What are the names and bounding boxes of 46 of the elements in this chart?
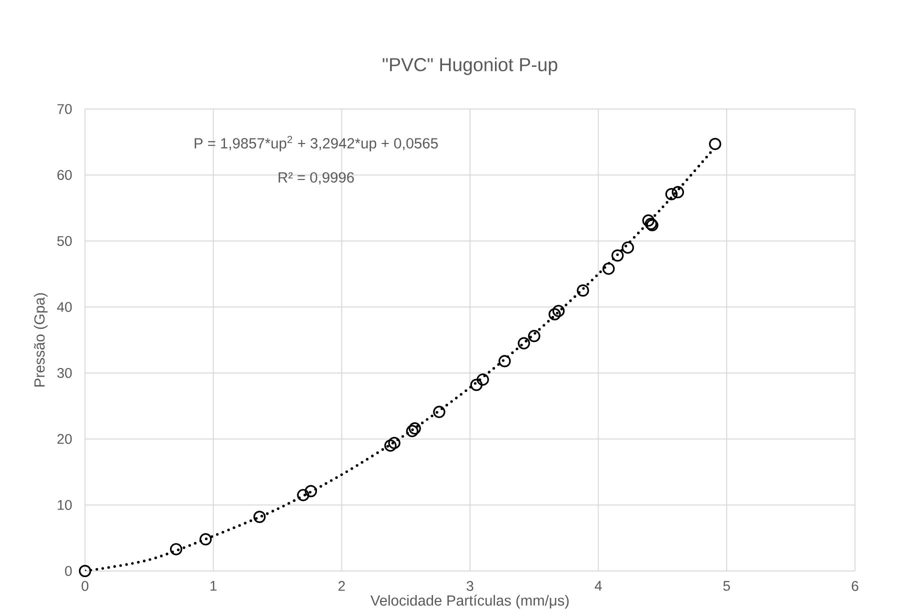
y-tick-label: 10 [58, 500, 72, 510]
point [470, 378, 483, 392]
y-tick-label: 20 [57, 434, 72, 444]
point [200, 533, 212, 546]
x-tick-label: 6 [852, 581, 858, 591]
y-tick-label: 70 [57, 104, 72, 114]
point [388, 436, 400, 450]
point [602, 262, 615, 275]
annotation: R² = 0,9996 [278, 172, 354, 184]
point [611, 249, 624, 262]
point [408, 422, 421, 435]
point [253, 510, 266, 523]
point [528, 330, 540, 342]
x-tick-label: 1 [210, 581, 217, 591]
x-tick-label: 3 [466, 581, 474, 591]
point [78, 564, 92, 578]
y-tick-label: 60 [57, 170, 72, 180]
chart-title: "PVC" Hugoniot P-up [382, 58, 558, 75]
point [708, 138, 722, 150]
point [665, 188, 678, 200]
x-tick-label: 4 [594, 581, 602, 591]
x-axis-title: Velocidade Partículas (mm/μs) [370, 594, 569, 609]
x-tick-label: 5 [723, 581, 730, 591]
y-tick-label: 30 [57, 368, 72, 378]
x-tick-label: 0 [82, 581, 88, 591]
point [384, 439, 397, 452]
point [576, 284, 590, 297]
y-tick-label: 50 [57, 236, 72, 246]
point [642, 214, 655, 227]
annotation: P = 1,9857*up$^{2}$ + 3,2942*up + 0,0565 [194, 136, 438, 152]
y-tick-label: 40 [57, 302, 72, 312]
point [518, 337, 530, 350]
x-tick-label: 2 [338, 581, 345, 591]
y-tick-label: 0 [65, 566, 72, 576]
point [672, 186, 684, 198]
point [548, 308, 561, 320]
point [552, 304, 565, 318]
point [476, 373, 489, 386]
point [406, 424, 418, 438]
y-axis-title: Pressão (Gpa) [34, 293, 48, 386]
point [304, 484, 318, 498]
point [170, 543, 182, 556]
point [297, 488, 310, 502]
point [433, 406, 446, 418]
point [622, 241, 634, 254]
point [498, 354, 511, 368]
